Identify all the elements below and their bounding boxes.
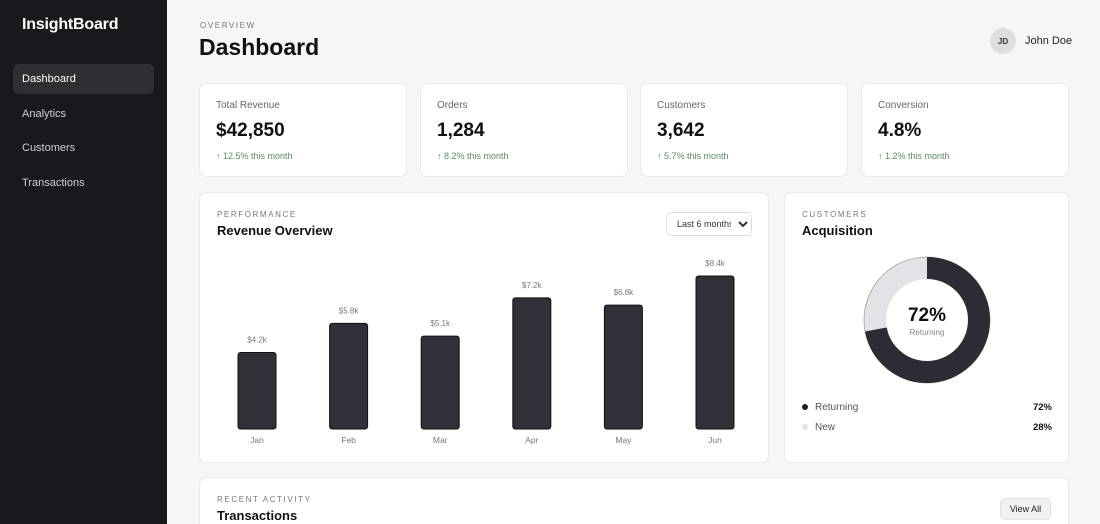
sidebar-nav: Dashboard Analytics Customers Transactio… bbox=[13, 64, 154, 202]
sidebar-item-dashboard[interactable]: Dashboard bbox=[13, 64, 154, 94]
acquisition-donut-chart: 72% Returning bbox=[863, 256, 991, 384]
chart-bar bbox=[603, 304, 643, 430]
revenue-bar-chart: $4.2k Jan $5.8k Feb $5.1k Mar $7.2k Apr $6.8k May… bbox=[237, 259, 735, 445]
sidebar-item-customers[interactable]: Customers bbox=[22, 142, 76, 154]
kpi-card-total-revenue: Total Revenue $42,850 ↑ 12.5% this month bbox=[199, 83, 407, 177]
revenue-overview-card: PERFORMANCE Revenue Overview Last 6 mont… bbox=[199, 192, 769, 463]
user-menu[interactable]: JD John Doe bbox=[990, 28, 1072, 54]
bar-value-label: $5.8k bbox=[339, 306, 360, 315]
x-tick-label: Feb bbox=[341, 435, 356, 445]
legend-pct: 72% bbox=[1032, 401, 1052, 413]
card-overline: RECENT ACTIVITY bbox=[217, 495, 312, 504]
donut-outline bbox=[863, 256, 991, 384]
bar-value-label: $6.8k bbox=[614, 288, 635, 297]
bar-value-label: $8.4k bbox=[705, 259, 726, 268]
donut-slice-returning bbox=[864, 257, 990, 383]
bar-value-label: $4.2k bbox=[247, 336, 268, 345]
sidebar-item-transactions[interactable]: Transactions bbox=[22, 176, 85, 189]
kpi-value: $42,850 bbox=[216, 120, 285, 141]
x-tick-label: Apr bbox=[525, 435, 538, 445]
date-range-select[interactable]: Last 6 months bbox=[666, 212, 752, 236]
kpi-change: ↑ 5.7% this month bbox=[657, 151, 729, 161]
page-overline: OVERVIEW bbox=[200, 21, 256, 30]
user-name: John Doe bbox=[1025, 35, 1073, 47]
card-overline: CUSTOMERS bbox=[802, 210, 868, 219]
kpi-card-orders: Orders 1,284 ↑ 8.2% this month bbox=[420, 83, 628, 177]
kpi-change: ↑ 12.5% this month bbox=[216, 151, 293, 161]
card-title: Acquisition bbox=[802, 223, 873, 238]
kpi-label: Orders bbox=[437, 100, 468, 111]
legend-pct: 28% bbox=[1032, 421, 1052, 433]
legend-name: New bbox=[815, 421, 836, 433]
legend-dot bbox=[802, 404, 808, 410]
card-title: Transactions bbox=[217, 508, 298, 523]
donut-center-label: Returning bbox=[910, 328, 945, 337]
kpi-change: ↑ 8.2% this month bbox=[437, 151, 509, 161]
card-overline: PERFORMANCE bbox=[217, 210, 297, 219]
chart-bar bbox=[512, 297, 552, 430]
chart-bar bbox=[695, 275, 735, 430]
kpi-value: 4.8% bbox=[878, 120, 922, 141]
x-tick-label: Jan bbox=[250, 435, 264, 445]
view-all-button[interactable]: View All bbox=[1000, 498, 1051, 520]
legend-name: Returning bbox=[815, 401, 859, 413]
card-title: Revenue Overview bbox=[217, 223, 333, 238]
bar-value-label: $5.1k bbox=[430, 319, 451, 328]
x-tick-label: Jun bbox=[708, 435, 722, 445]
brand-logo: InsightBoard bbox=[22, 16, 119, 33]
kpi-change: ↑ 1.2% this month bbox=[878, 151, 950, 161]
page-title: Dashboard bbox=[199, 34, 320, 60]
sidebar-item-analytics[interactable]: Analytics bbox=[22, 107, 67, 120]
chart-bar bbox=[420, 335, 460, 430]
x-tick-label: May bbox=[615, 435, 632, 445]
recent-activity-card: RECENT ACTIVITY Transactions View All bbox=[199, 477, 1069, 524]
kpi-card-customers: Customers 3,642 ↑ 5.7% this month bbox=[640, 83, 848, 177]
acquisition-card: CUSTOMERS Acquisition 72% Returning Retur… bbox=[784, 192, 1069, 463]
avatar[interactable]: JD bbox=[990, 28, 1016, 54]
sidebar: InsightBoard Dashboard Analytics Custome… bbox=[0, 0, 167, 524]
kpi-card-conversion: Conversion 4.8% ↑ 1.2% this month bbox=[861, 83, 1069, 177]
legend-item-new: New 28% bbox=[802, 420, 1052, 434]
kpi-label: Total Revenue bbox=[216, 100, 280, 111]
chart-bar bbox=[329, 322, 369, 430]
donut-center-value: 72% bbox=[908, 305, 946, 326]
legend-item-returning: Returning 72% bbox=[802, 400, 1052, 414]
x-tick-label: Mar bbox=[433, 435, 448, 445]
kpi-label: Customers bbox=[657, 100, 706, 111]
kpi-label: Conversion bbox=[878, 100, 929, 111]
kpi-value: 3,642 bbox=[657, 120, 705, 141]
bar-value-label: $7.2k bbox=[522, 281, 543, 290]
chart-bar bbox=[237, 352, 277, 430]
kpi-value: 1,284 bbox=[437, 120, 485, 141]
legend-dot bbox=[802, 424, 808, 430]
